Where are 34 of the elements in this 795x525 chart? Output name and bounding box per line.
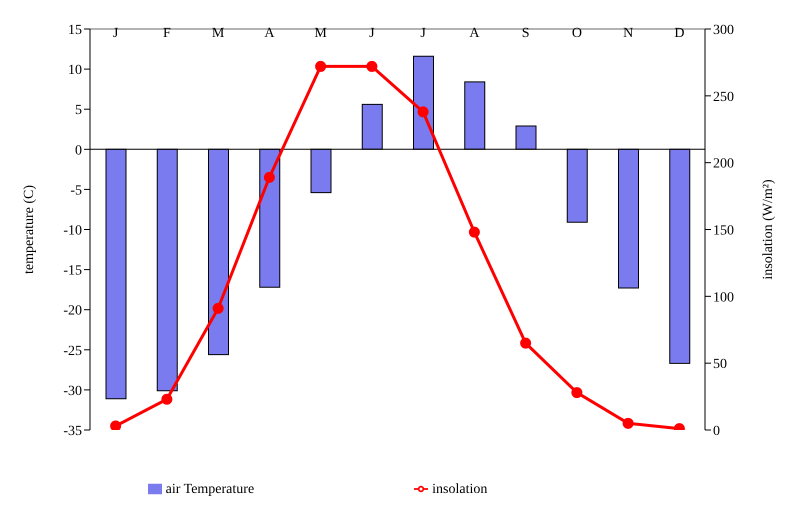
y2-tick-label: 100: [713, 290, 734, 306]
x-tick-label: F: [162, 26, 171, 41]
y2-tick-label: 50: [713, 357, 727, 372]
x-tick-label: J: [112, 26, 119, 41]
y2-tick-label: 0: [713, 424, 720, 439]
y-tick-label: -20: [63, 304, 82, 319]
x-tick-label: O: [572, 26, 582, 41]
x-tick-label: J: [420, 26, 426, 41]
y-tick-label: -10: [63, 223, 82, 238]
y2-tick-label: 200: [713, 156, 734, 172]
x-tick-label: M: [212, 26, 225, 41]
y-tick-label: 10: [68, 63, 82, 78]
y-tick-label: -5: [70, 183, 82, 198]
legend-label: air Temperature: [166, 482, 254, 497]
x-tick-label: D: [674, 26, 684, 41]
y-tick-label: -35: [63, 424, 82, 439]
x-tick-label: N: [623, 26, 634, 41]
x-tick-label: S: [522, 26, 530, 41]
y2-tick-label: 250: [713, 90, 734, 105]
y-tick-label: 5: [75, 103, 82, 118]
x-tick-label: A: [469, 26, 480, 41]
y-tick-label: -30: [63, 384, 82, 399]
y2-tick-label: 150: [713, 223, 734, 238]
y-tick-label: -15: [63, 264, 82, 279]
y-axis-title: temperature (C): [22, 184, 37, 274]
x-tick-label: M: [314, 26, 328, 41]
y2-tick-label: 300: [713, 22, 734, 38]
y-tick-label: 0: [75, 143, 82, 158]
legend-label: insolation: [432, 482, 488, 497]
y-tick-label: 15: [68, 22, 82, 38]
y2-axis-title: insolation (W/m²): [760, 179, 776, 280]
y-tick-label: -25: [63, 344, 82, 359]
x-tick-label: A: [264, 26, 276, 41]
x-tick-label: J: [369, 26, 376, 41]
